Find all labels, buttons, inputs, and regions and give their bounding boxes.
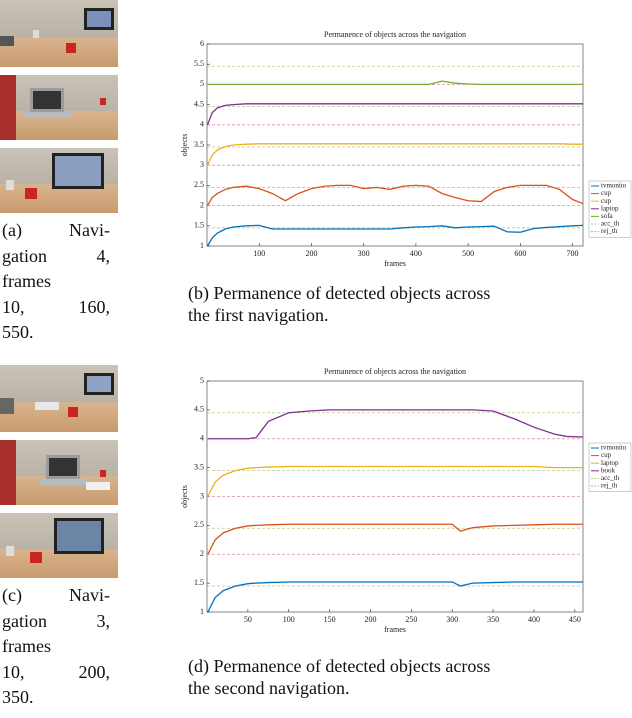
x-tick-label: 200 [364, 615, 376, 624]
photo [0, 513, 118, 578]
caption-line: 10, 200, [2, 660, 110, 686]
page: {"chart_data": [ {"type": "line", "title… [0, 0, 632, 718]
chart: Permanence of objects across the navigat… [180, 30, 631, 268]
legend-label: rej_th [601, 482, 618, 490]
caption-line: the second navigation. [188, 677, 598, 699]
caption-line: (b) Permanence of detected objects acros… [188, 282, 598, 304]
x-tick-label: 250 [405, 615, 417, 624]
caption-line: (a) Navi- [2, 218, 110, 244]
x-tick-label: 100 [283, 615, 295, 624]
photo [0, 148, 118, 213]
chart-title: Permanence of objects across the navigat… [324, 30, 466, 39]
x-tick-label: 600 [514, 249, 526, 258]
y-tick-label: 2 [200, 549, 204, 558]
caption-line: gation 3, [2, 609, 110, 635]
x-axis-label: frames [384, 259, 406, 268]
x-tick-label: 150 [324, 615, 336, 624]
y-tick-label: 1.5 [194, 221, 204, 230]
photo [0, 0, 118, 67]
y-tick-label: 1.5 [194, 578, 204, 587]
x-tick-label: 700 [567, 249, 579, 258]
y-tick-label: 3 [200, 160, 204, 169]
caption-line: (d) Permanence of detected objects acros… [188, 655, 598, 677]
y-tick-label: 2.5 [194, 180, 204, 189]
x-tick-label: 50 [244, 615, 252, 624]
y-tick-label: 5 [200, 79, 204, 88]
plot-area [207, 44, 583, 246]
x-tick-label: 300 [358, 249, 370, 258]
caption-line: 550. [2, 320, 110, 346]
y-tick-label: 1 [200, 241, 204, 250]
y-tick-label: 3.5 [194, 140, 204, 149]
caption-d: (d) Permanence of detected objects acros… [188, 655, 598, 699]
x-tick-label: 300 [446, 615, 458, 624]
caption-line: (c) Navi- [2, 583, 110, 609]
caption-line: frames [2, 269, 110, 295]
y-tick-label: 6 [200, 39, 204, 48]
caption-line: frames [2, 634, 110, 660]
photo [0, 75, 118, 140]
legend-label: rej_th [601, 227, 618, 235]
chart: Permanence of objects across the navigat… [180, 367, 631, 634]
y-tick-label: 5 [200, 376, 204, 385]
x-tick-label: 350 [487, 615, 499, 624]
y-tick-label: 3.5 [194, 462, 204, 471]
x-tick-label: 450 [569, 615, 581, 624]
x-tick-label: 100 [253, 249, 265, 258]
y-tick-label: 2 [200, 200, 204, 209]
y-tick-label: 3 [200, 491, 204, 500]
caption-line: 350. [2, 685, 110, 711]
caption-line: 10, 160, [2, 295, 110, 321]
caption-b: (b) Permanence of detected objects acros… [188, 282, 598, 326]
y-tick-label: 5.5 [194, 59, 204, 68]
y-tick-label: 4.5 [194, 99, 204, 108]
x-tick-label: 200 [305, 249, 317, 258]
caption-line: gation 4, [2, 244, 110, 270]
photo [0, 365, 118, 432]
y-tick-label: 1 [200, 607, 204, 616]
chart-title: Permanence of objects across the navigat… [324, 367, 466, 376]
photo [0, 440, 118, 505]
y-tick-label: 4 [200, 434, 204, 443]
caption-line: the first navigation. [188, 304, 598, 326]
y-tick-label: 4 [200, 120, 204, 129]
x-axis-label: frames [384, 625, 406, 634]
x-tick-label: 400 [410, 249, 422, 258]
x-tick-label: 400 [528, 615, 540, 624]
y-tick-label: 2.5 [194, 520, 204, 529]
y-axis-label: objects [180, 134, 189, 157]
x-tick-label: 500 [462, 249, 474, 258]
y-tick-label: 4.5 [194, 405, 204, 414]
y-axis-label: objects [180, 485, 189, 508]
